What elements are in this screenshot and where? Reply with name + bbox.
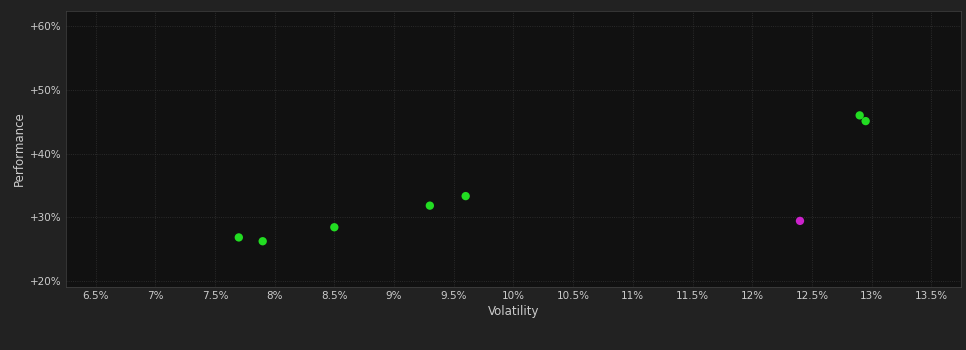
Point [422,203,438,209]
X-axis label: Volatility: Volatility [488,305,539,318]
Point [792,218,808,224]
Point [327,224,342,230]
Point [852,113,867,118]
Y-axis label: Performance: Performance [13,111,26,186]
Point [458,193,473,199]
Point [231,234,246,240]
Point [255,238,270,244]
Point [858,118,873,124]
